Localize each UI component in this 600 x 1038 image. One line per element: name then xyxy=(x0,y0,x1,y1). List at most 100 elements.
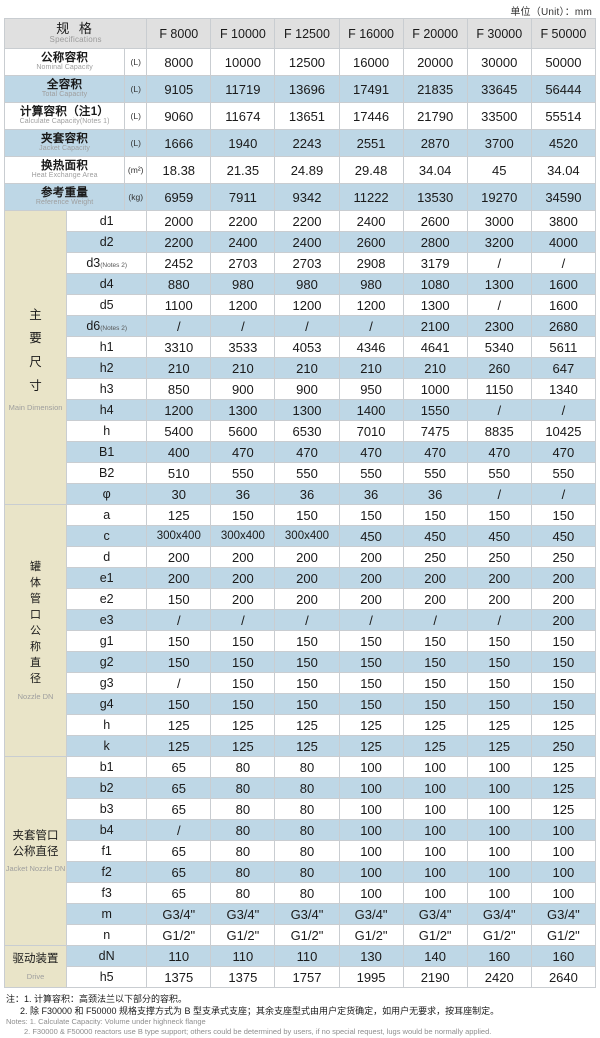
data-cell: 200 xyxy=(338,567,404,589)
data-cell: 900 xyxy=(210,378,276,400)
data-cell: 470 xyxy=(402,441,468,463)
data-cell: 3533 xyxy=(210,336,276,358)
data-cell: / xyxy=(338,609,404,631)
row-label-b4: b4 xyxy=(66,819,148,841)
row-label-h4: h4 xyxy=(66,399,148,421)
data-cell: 80 xyxy=(210,840,276,862)
data-cell: 300x400 xyxy=(146,525,212,547)
data-cell: 200 xyxy=(210,567,276,589)
footnote-cn-2: 2. 除 F30000 和 F50000 规格支撑方式为 B 型支承式支座；其余… xyxy=(20,1006,500,1017)
data-cell: 150 xyxy=(530,693,597,715)
data-cell: 160 xyxy=(466,945,532,967)
data-cell: 200 xyxy=(274,588,340,610)
data-cell: 110 xyxy=(146,945,212,967)
data-cell: 150 xyxy=(146,630,212,652)
data-cell: 65 xyxy=(146,840,212,862)
data-cell: 210 xyxy=(338,357,404,379)
row-label-d5: d5 xyxy=(66,294,148,316)
data-cell: 1080 xyxy=(402,273,468,295)
group-label-en: Drive xyxy=(26,971,45,981)
data-cell: 250 xyxy=(402,546,468,568)
data-cell: 1550 xyxy=(402,399,468,421)
data-cell: 13651 xyxy=(274,102,340,130)
data-cell: 200 xyxy=(530,567,597,589)
data-cell: 2680 xyxy=(530,315,597,337)
data-cell: 56444 xyxy=(530,75,597,103)
data-cell: 980 xyxy=(210,273,276,295)
row-label-e3: e3 xyxy=(66,609,148,631)
data-cell: 125 xyxy=(274,714,340,736)
data-cell: / xyxy=(466,483,532,505)
data-cell: 6959 xyxy=(146,183,212,211)
data-cell: 470 xyxy=(210,441,276,463)
row-label-h5: h5 xyxy=(66,966,148,988)
data-cell: 2703 xyxy=(274,252,340,274)
data-cell: 18.38 xyxy=(146,156,212,184)
data-cell: 2452 xyxy=(146,252,212,274)
data-cell: 900 xyxy=(274,378,340,400)
row-label-a: a xyxy=(66,504,148,526)
data-cell: 150 xyxy=(274,651,340,673)
data-cell: G3/4" xyxy=(530,903,597,925)
data-cell: 150 xyxy=(146,651,212,673)
data-cell: 150 xyxy=(338,672,404,694)
data-cell: 150 xyxy=(274,630,340,652)
data-cell: 16000 xyxy=(338,48,404,76)
data-cell: 250 xyxy=(530,735,597,757)
data-cell: 100 xyxy=(530,840,597,862)
data-cell: 150 xyxy=(146,588,212,610)
data-cell: 11674 xyxy=(210,102,276,130)
data-cell: G3/4" xyxy=(274,903,340,925)
data-cell: 20000 xyxy=(402,48,468,76)
data-cell: 647 xyxy=(530,357,597,379)
data-cell: 150 xyxy=(402,630,468,652)
data-cell: 850 xyxy=(146,378,212,400)
data-cell: 6530 xyxy=(274,420,340,442)
data-cell: / xyxy=(466,252,532,274)
row-label-g3: g3 xyxy=(66,672,148,694)
data-cell: 12500 xyxy=(274,48,340,76)
data-cell: 1300 xyxy=(274,399,340,421)
data-cell: 2640 xyxy=(530,966,597,988)
data-cell: 1300 xyxy=(210,399,276,421)
data-cell: 450 xyxy=(530,525,597,547)
data-cell: 550 xyxy=(466,462,532,484)
data-cell: 9105 xyxy=(146,75,212,103)
data-cell: 17446 xyxy=(338,102,404,130)
data-cell: 80 xyxy=(210,882,276,904)
data-cell: 1000 xyxy=(402,378,468,400)
data-cell: 1940 xyxy=(210,129,276,157)
data-cell: 33645 xyxy=(466,75,532,103)
data-cell: 100 xyxy=(338,756,404,778)
data-cell: G3/4" xyxy=(402,903,468,925)
data-cell: 2600 xyxy=(338,231,404,253)
row-label-h3: h3 xyxy=(66,378,148,400)
data-cell: 200 xyxy=(402,567,468,589)
data-cell: 125 xyxy=(146,714,212,736)
data-cell: 21.35 xyxy=(210,156,276,184)
row-label-B1: B1 xyxy=(66,441,148,463)
data-cell: 1600 xyxy=(530,273,597,295)
data-cell: / xyxy=(146,609,212,631)
data-cell: 150 xyxy=(530,504,597,526)
data-cell: 2300 xyxy=(466,315,532,337)
data-cell: 160 xyxy=(530,945,597,967)
data-cell: 80 xyxy=(274,861,340,883)
data-cell: 210 xyxy=(274,357,340,379)
row-label-f1: f1 xyxy=(66,840,148,862)
data-cell: 125 xyxy=(402,735,468,757)
data-cell: 150 xyxy=(338,693,404,715)
data-cell: 55514 xyxy=(530,102,597,130)
data-cell: 250 xyxy=(466,546,532,568)
data-cell: 1150 xyxy=(466,378,532,400)
data-cell: 2400 xyxy=(338,210,404,232)
data-cell: 550 xyxy=(338,462,404,484)
data-cell: 36 xyxy=(402,483,468,505)
data-cell: / xyxy=(402,609,468,631)
row-label-dN: dN xyxy=(66,945,148,967)
data-cell: 100 xyxy=(402,756,468,778)
data-cell: 2200 xyxy=(274,210,340,232)
data-cell: 150 xyxy=(210,651,276,673)
data-cell: 33500 xyxy=(466,102,532,130)
